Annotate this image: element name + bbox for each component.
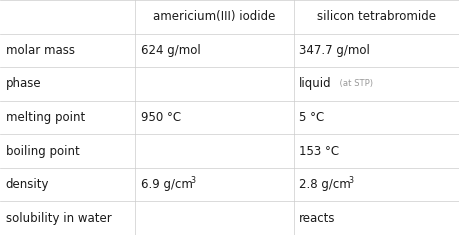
Text: reacts: reacts — [299, 212, 336, 225]
Text: 347.7 g/mol: 347.7 g/mol — [299, 44, 370, 57]
Text: 3: 3 — [349, 176, 354, 185]
Text: 2.8 g/cm: 2.8 g/cm — [299, 178, 351, 191]
Text: melting point: melting point — [6, 111, 85, 124]
Text: 6.9 g/cm: 6.9 g/cm — [141, 178, 193, 191]
Text: liquid: liquid — [299, 77, 332, 90]
Text: phase: phase — [6, 77, 41, 90]
Text: 3: 3 — [190, 176, 196, 185]
Text: silicon tetrabromide: silicon tetrabromide — [317, 10, 436, 23]
Text: molar mass: molar mass — [6, 44, 74, 57]
Text: 153 °C: 153 °C — [299, 145, 339, 158]
Text: (at STP): (at STP) — [334, 79, 373, 88]
Text: density: density — [6, 178, 49, 191]
Text: 950 °C: 950 °C — [141, 111, 181, 124]
Text: 624 g/mol: 624 g/mol — [141, 44, 201, 57]
Text: 5 °C: 5 °C — [299, 111, 325, 124]
Text: solubility in water: solubility in water — [6, 212, 111, 225]
Text: boiling point: boiling point — [6, 145, 79, 158]
Text: americium(III) iodide: americium(III) iodide — [153, 10, 276, 23]
